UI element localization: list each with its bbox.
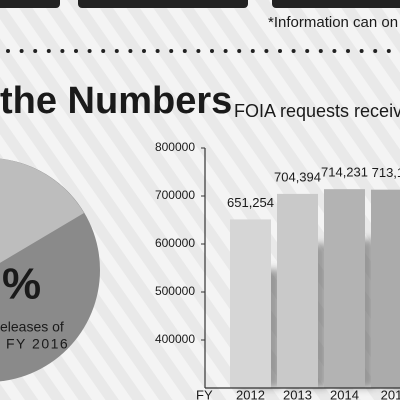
y-tick-label: 600000	[155, 236, 195, 250]
bar	[324, 189, 365, 388]
value-label: 651,254	[227, 195, 274, 210]
value-label: 714,231	[321, 165, 368, 180]
y-tick-label: 500000	[155, 284, 195, 298]
y-tick-label: 700000	[155, 188, 195, 202]
x-axis-label: FY	[196, 387, 213, 400]
section-subtitle: FOIA requests received	[234, 101, 400, 121]
pie: % eleases of FY 2016	[0, 158, 100, 382]
x-tick-label: 2012	[236, 387, 265, 400]
value-label: 713,16	[372, 165, 400, 180]
top-block	[78, 0, 248, 8]
top-block	[272, 0, 400, 8]
y-tick-label: 800000	[155, 140, 195, 154]
pie-caption: FY 2016	[6, 336, 69, 352]
bar	[371, 189, 400, 388]
x-tick-label: 2014	[330, 387, 359, 400]
value-label: 704,394	[274, 169, 321, 184]
bar	[277, 193, 318, 388]
top-block	[0, 0, 60, 8]
pie-caption: eleases of	[0, 319, 64, 335]
bar-chart: 400000 500000 600000 700000 800000 FY 651,254 2…	[155, 140, 400, 402]
bar	[230, 219, 271, 388]
x-tick-label: 2013	[283, 387, 312, 400]
x-tick-label: 201	[381, 387, 400, 400]
pie-slice	[0, 158, 84, 263]
section-title: the Numbers	[0, 80, 232, 122]
note: *Information can on	[268, 14, 398, 31]
y-tick-label: 400000	[155, 332, 195, 346]
pie-percent: %	[2, 260, 41, 309]
